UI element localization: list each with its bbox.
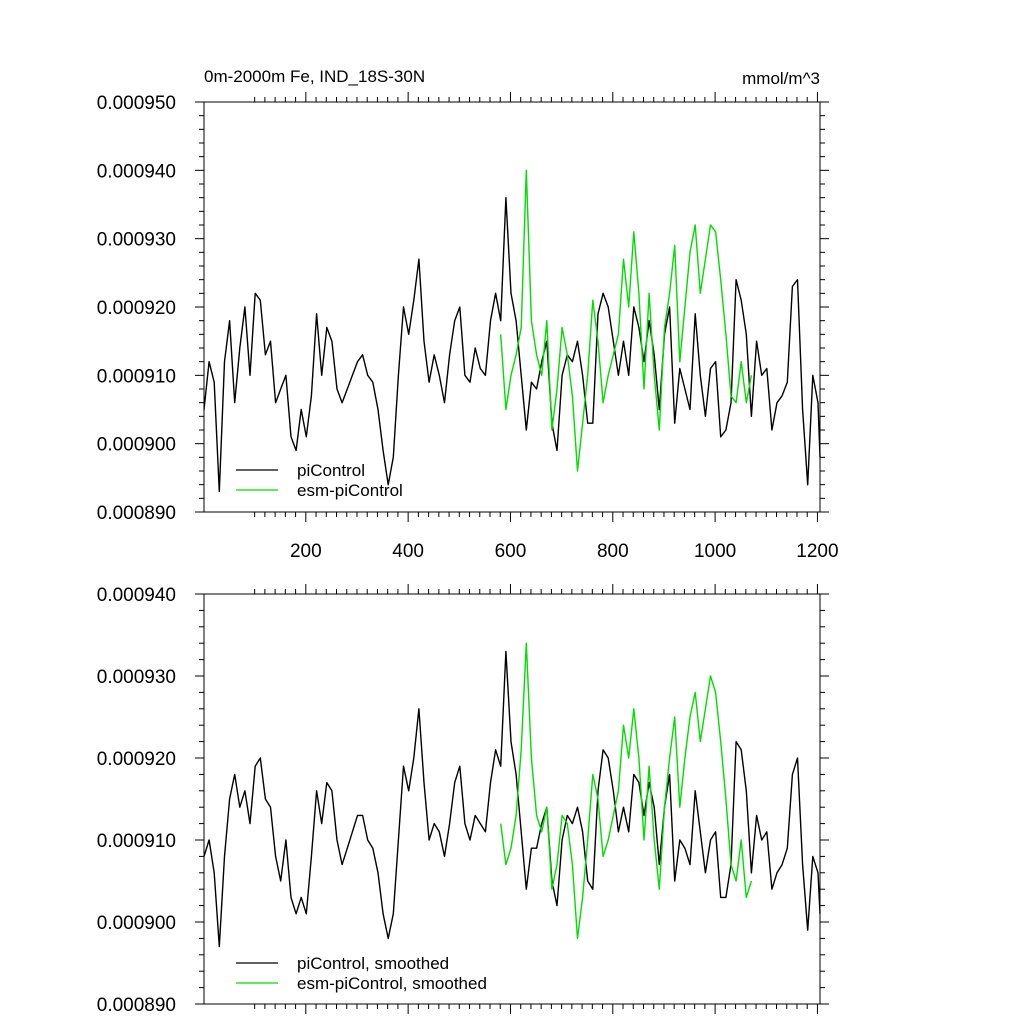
chart-bottom: 0.000890 0.000900 0.000910 0.000920 0.000930…: [97, 584, 829, 1016]
x-tick-label: 600: [495, 541, 527, 562]
chart-top-axes: 0.000890 0.000900 0.000910 0.000920 0.000930…: [97, 92, 839, 562]
legend-label-picontrol-smoothed: piControl, smoothed: [297, 954, 449, 973]
y-tick-label: 0.000910: [97, 831, 176, 852]
y-tick-label: 0.000930: [97, 667, 176, 688]
chart-bottom-axes: 0.000890 0.000900 0.000910 0.000920 0.000930…: [97, 584, 829, 1016]
legend-label-esm-picontrol-smoothed: esm-piControl, smoothed: [297, 974, 487, 993]
series-line-esm-picontrol: [500, 169, 753, 472]
y-tick-label: 0.000920: [97, 298, 176, 319]
chart-top-units: mmol/m^3: [742, 69, 820, 88]
y-tick-label: 0.000900: [97, 913, 176, 934]
x-tick-label: 1000: [694, 541, 736, 562]
y-tick-label: 0.000950: [97, 93, 176, 114]
y-tick-label: 0.000890: [97, 503, 176, 524]
y-tick-label: 0.000900: [97, 435, 176, 456]
legend-label-esm-picontrol: esm-piControl: [297, 481, 403, 500]
x-tick-label: 1200: [796, 541, 838, 562]
chart-bottom-legend: piControl, smoothed esm-piControl, smoot…: [236, 954, 487, 993]
legend-label-picontrol: piControl: [297, 461, 365, 480]
series-line-esm-picontrol-smoothed: [500, 642, 753, 940]
x-tick-label: 800: [597, 541, 629, 562]
x-tick-label: 200: [290, 541, 322, 562]
x-tick-label: 400: [392, 541, 424, 562]
chart-top-title: 0m-2000m Fe, IND_18S-30N: [204, 67, 425, 86]
series-line-picontrol-smoothed: [203, 650, 821, 948]
chart-top-legend: piControl esm-piControl: [236, 461, 403, 500]
y-tick-label: 0.000920: [97, 749, 176, 770]
y-tick-label: 0.000940: [97, 161, 176, 182]
plot-frame: [203, 593, 821, 1005]
y-tick-label: 0.000930: [97, 230, 176, 251]
y-tick-label: 0.000940: [97, 585, 176, 606]
y-tick-label: 0.000910: [97, 366, 176, 387]
y-tick-label: 0.000890: [97, 995, 176, 1016]
chart-top-series: [203, 169, 821, 493]
chart-top: 0m-2000m Fe, IND_18S-30N mmol/m^3 0.0008…: [97, 67, 839, 562]
series-line-picontrol: [203, 196, 821, 493]
chart-bottom-series: [203, 642, 821, 948]
